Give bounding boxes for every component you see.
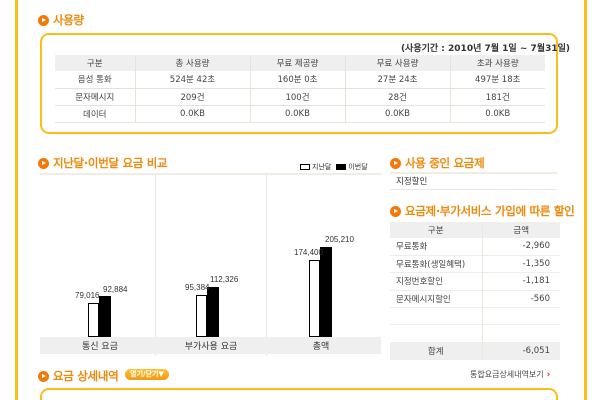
current-plan-name: 지정할인: [390, 172, 557, 190]
usage-period: (사용기간 : 2010년 7월 1일 ~ 7월31일): [400, 44, 570, 54]
table-cell: 0.0KB: [450, 105, 545, 123]
usage-section-title: 사용량: [38, 12, 84, 28]
comparison-section-title: 지난달·이번달 요금 비교: [38, 155, 168, 171]
table-cell: 524분 42초: [135, 71, 251, 89]
table-row: 지정번호할인 -1,181: [390, 272, 560, 291]
table-cell: 28건: [345, 88, 451, 106]
bar-prev-telecom: [88, 303, 99, 337]
table-cell: 209건: [135, 88, 251, 106]
discount-item-amount: [482, 307, 560, 326]
comparison-title-text: 지난달·이번달 요금 비교: [53, 156, 168, 170]
table-row: 문자메시지할인 -560: [390, 290, 560, 309]
discount-item-label: 문자메시지할인: [390, 290, 483, 309]
discount-table: 구분 금액 무료통화 -2,960 무료통화(생일혜택) -1,350 지정번호…: [390, 222, 560, 360]
chart-column-divider: [155, 175, 156, 356]
chevron-right-icon: ›: [546, 369, 551, 380]
legend-swatch-cur: [336, 164, 347, 170]
usage-table-header: 구분 총 사용량 무료 제공량 무료 사용량 초과 사용량: [55, 55, 545, 71]
bar-cur-telecom: [99, 296, 111, 337]
integrated-details-link[interactable]: 통합요금상세내역보기 ›: [470, 369, 550, 380]
bar-value-label: 79,016: [75, 291, 100, 300]
discount-item-amount: -1,350: [482, 255, 560, 274]
plan-section-title: 사용 중인 요금제: [390, 155, 485, 171]
discount-item-label: [390, 307, 483, 326]
bar-prev-addon: [196, 295, 207, 337]
play-bullet-icon: [390, 157, 401, 169]
row-label: 음성 통화: [55, 71, 136, 89]
discount-title-text: 요금제·부가서비스 가입에 따른 할인: [405, 204, 575, 218]
total-value: -6,051: [482, 342, 560, 360]
bar-cur-total: [320, 247, 332, 337]
row-label: 데이터: [55, 105, 136, 123]
table-cell: 0.0KB: [250, 105, 346, 123]
column-header: 구분: [55, 55, 136, 71]
play-bullet-icon: [390, 205, 401, 217]
table-row: 문자메시지 209건 100건 28건 181건: [55, 88, 545, 106]
usage-table: 구분 총 사용량 무료 제공량 무료 사용량 초과 사용량 음성 통화 524분…: [55, 55, 545, 123]
details-section-title: 요금 상세내역: [38, 368, 119, 384]
bar-value-label: 112,326: [210, 275, 239, 284]
play-bullet-icon: [38, 370, 49, 382]
discount-item-amount: [482, 324, 560, 343]
chart-legend: 지난달 이번달: [300, 162, 368, 172]
chart-x-axis: 통신 요금 부가사용 요금 총액: [40, 337, 381, 354]
x-axis-label: 부가사용 요금: [184, 342, 238, 352]
bar-cur-addon: [207, 287, 219, 337]
chart-column-divider: [266, 175, 267, 356]
column-header: 금액: [482, 222, 560, 238]
discount-item-label: 지정번호할인: [390, 272, 483, 291]
bar-prev-total: [309, 260, 320, 337]
table-row: 음성 통화 524분 42초 160분 0초 27분 24초 497분 18초: [55, 71, 545, 89]
discount-item-label: 무료통화(생일혜택): [390, 255, 483, 274]
table-cell: 0.0KB: [345, 105, 451, 123]
x-axis-label: 총액: [312, 342, 330, 352]
legend-label-prev: 지난달: [312, 163, 332, 171]
bar-value-label: 174,400: [294, 248, 323, 257]
table-row: 무료통화(생일혜택) -1,350: [390, 255, 560, 274]
discount-item-amount: -560: [482, 290, 560, 309]
bar-value-label: 205,210: [325, 235, 354, 244]
row-label: 문자메시지: [55, 88, 136, 106]
usage-title-text: 사용량: [53, 13, 84, 27]
right-border-line: [584, 0, 587, 400]
column-header: 무료 사용량: [345, 55, 451, 71]
comparison-bar-chart: 79,016 92,884 95,384 112,326 174,400 205…: [40, 173, 381, 356]
table-row-empty: [390, 307, 560, 326]
details-toggle-button[interactable]: 열기/닫기▼: [125, 369, 169, 380]
legend-swatch-prev: [300, 164, 310, 170]
total-label: 합계: [390, 342, 483, 360]
table-row: 무료통화 -2,960: [390, 238, 560, 256]
integrated-details-link-text: 통합요금상세내역보기: [470, 370, 544, 379]
discount-item-amount: -1,181: [482, 272, 560, 291]
details-title-text: 요금 상세내역: [53, 369, 119, 383]
bar-value-label: 92,884: [103, 285, 128, 294]
discount-item-label: 무료통화: [390, 238, 483, 256]
table-cell: 27분 24초: [345, 71, 451, 89]
table-cell: 100건: [250, 88, 346, 106]
details-box: [40, 388, 558, 400]
table-row-empty: [390, 324, 560, 343]
left-border-line: [15, 0, 18, 400]
play-bullet-icon: [38, 157, 49, 169]
discount-total-row: 합계 -6,051: [390, 342, 560, 360]
discount-item-amount: -2,960: [482, 238, 560, 256]
column-header: 구분: [390, 222, 483, 238]
discount-section-title: 요금제·부가서비스 가입에 따른 할인: [390, 203, 575, 219]
play-bullet-icon: [38, 14, 49, 26]
column-header: 무료 제공량: [250, 55, 346, 71]
x-axis-label: 통신 요금: [82, 342, 118, 352]
bar-value-label: 95,384: [185, 283, 210, 292]
table-cell: 497분 18초: [450, 71, 545, 89]
legend-label-cur: 이번달: [348, 163, 368, 171]
table-cell: 181건: [450, 88, 545, 106]
discount-item-label: [390, 324, 483, 343]
column-header: 초과 사용량: [450, 55, 545, 71]
table-cell: 160분 0초: [250, 71, 346, 89]
table-row: 데이터 0.0KB 0.0KB 0.0KB 0.0KB: [55, 105, 545, 123]
plan-title-text: 사용 중인 요금제: [405, 156, 485, 170]
column-header: 총 사용량: [135, 55, 251, 71]
table-cell: 0.0KB: [135, 105, 251, 123]
discount-table-header: 구분 금액: [390, 222, 560, 238]
